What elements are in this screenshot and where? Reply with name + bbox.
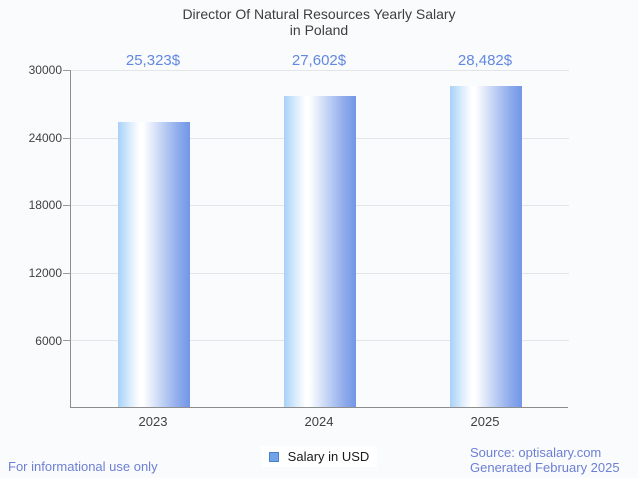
source-block: Source: optisalary.com Generated Februar… <box>470 445 620 475</box>
y-axis-tick-label: 24000 <box>28 131 62 145</box>
y-axis-tick <box>63 70 71 71</box>
y-axis-tick <box>63 340 71 341</box>
bar-value-label-2025: 28,482$ <box>457 52 513 69</box>
generated-text: Generated February 2025 <box>470 460 620 475</box>
chart-title: Director Of Natural Resources Yearly Sal… <box>0 6 638 38</box>
x-axis-label-2025: 2025 <box>470 414 500 429</box>
x-axis-label-2023: 2023 <box>138 414 168 429</box>
disclaimer-text: For informational use only <box>8 459 158 474</box>
chart-title-line2: in Poland <box>289 22 349 38</box>
bar-2025[interactable] <box>450 86 522 407</box>
legend-swatch-icon <box>268 451 279 462</box>
legend-label: Salary in USD <box>287 449 370 464</box>
bar-value-label-2024: 27,602$ <box>291 52 347 69</box>
y-axis-tick-label: 30000 <box>28 63 62 77</box>
gridline <box>71 70 569 71</box>
plot-area <box>63 70 569 408</box>
source-text[interactable]: Source: optisalary.com <box>470 445 602 460</box>
chart-title-line1: Director Of Natural Resources Yearly Sal… <box>182 6 456 22</box>
y-axis-tick <box>63 205 71 206</box>
legend-item-salary-in-usd[interactable]: Salary in USD <box>260 446 378 467</box>
y-axis-tick-label: 18000 <box>28 198 62 212</box>
y-axis-tick <box>63 273 71 274</box>
bar-value-label-2023: 25,323$ <box>125 52 181 69</box>
y-axis-tick-label: 12000 <box>28 266 62 280</box>
bar-2023[interactable] <box>118 121 190 407</box>
x-axis-label-2024: 2024 <box>304 414 334 429</box>
y-axis-tick <box>63 138 71 139</box>
bar-2024[interactable] <box>284 96 356 407</box>
legend: Salary in USD <box>0 446 638 467</box>
y-axis-tick-label: 6000 <box>35 334 62 348</box>
